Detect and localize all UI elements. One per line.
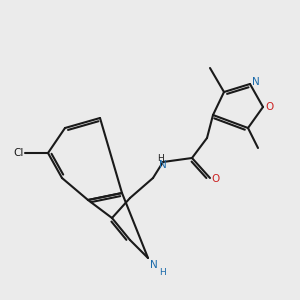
Text: H: H [157, 154, 164, 163]
Text: N: N [150, 260, 158, 271]
Text: N: N [158, 160, 166, 170]
Text: H: H [159, 268, 166, 277]
Text: Cl: Cl [13, 148, 24, 158]
Text: N: N [252, 76, 260, 87]
Text: O: O [211, 175, 220, 184]
Text: O: O [265, 102, 273, 112]
